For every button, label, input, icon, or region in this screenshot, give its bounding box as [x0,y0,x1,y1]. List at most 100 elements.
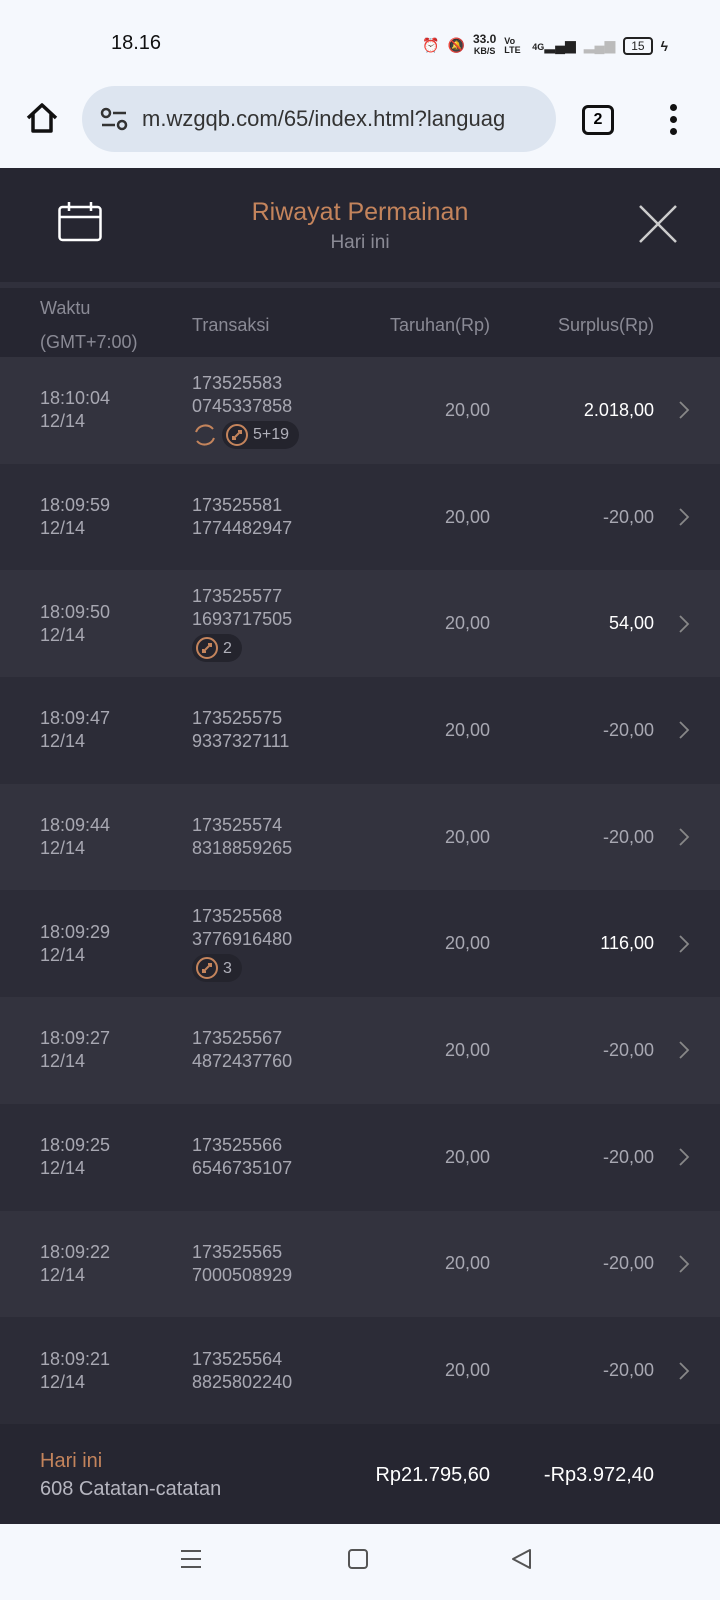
table-row[interactable]: 18:09:25 12/14 173525566 6546735107 20,00 -20… [0,1103,720,1211]
transaction-id-part2: 3776916480 [192,929,293,950]
row-bet: 20,00 [444,933,490,954]
date-filter-label[interactable]: Hari ini [330,232,390,253]
row-time: 18:09:59 [40,495,111,516]
table-row[interactable]: 18:09:47 12/14 173525575 9337327111 20,00 -20… [0,677,720,784]
site-settings-icon[interactable] [100,107,128,131]
row-date: 12/14 [40,518,86,539]
free-spin-badge: 5+19 [222,420,300,449]
badge-count: 2 [223,639,232,657]
transaction-id-part1: 173525565 [192,1241,283,1262]
table-row[interactable]: 18:09:59 12/14 173525581 1774482947 20,00 -20… [0,463,720,571]
row-time: 18:09:22 [40,1241,111,1262]
table-row[interactable]: 18:09:44 12/14 173525574 8318859265 20,00 -20… [0,783,720,891]
summary-footer: Hari ini 608 Catatan-catatan Rp21.795,60… [0,1430,720,1524]
tab-switcher-button[interactable]: 2 [582,105,614,135]
transaction-id-part2: 0745337858 [192,395,293,416]
home-nav-icon[interactable] [347,1548,369,1570]
back-icon[interactable] [510,1548,532,1570]
row-time: 18:09:47 [40,708,111,729]
chevron-right-icon[interactable] [678,828,690,846]
col-bet: Taruhan(Rp) [389,315,490,335]
more-menu-icon[interactable] [670,104,678,140]
calendar-icon[interactable] [58,202,102,242]
table-row[interactable]: 18:09:22 12/14 173525565 7000508929 20,00 -20… [0,1210,720,1318]
chevron-right-icon[interactable] [678,935,690,953]
row-time: 18:09:44 [40,815,111,836]
row-bet: 20,00 [444,1146,490,1167]
transaction-id-part2: 8825802240 [192,1371,293,1392]
col-surplus: Surplus(Rp) [557,315,654,335]
close-icon[interactable] [638,204,678,244]
row-date: 12/14 [40,624,86,645]
net-speed: 33.0 KB/S [472,32,497,57]
table-row[interactable]: 18:09:29 12/14 173525568 3776916480 3 20,00 11… [0,890,720,998]
record-count: 608 Catatan-catatan [40,1478,222,1500]
row-bet: 20,00 [444,399,490,420]
transaction-id-part1: 173525567 [192,1028,283,1049]
row-time: 18:09:25 [40,1135,111,1156]
row-time: 18:09:27 [40,1028,111,1049]
game-history-panel: Riwayat Permainan Hari ini Waktu (GMT+7:… [0,168,720,1524]
row-date: 12/14 [40,944,86,965]
transaction-id-part2: 7000508929 [192,1264,293,1285]
transaction-id-part2: 1693717505 [192,609,293,630]
signal-empty-icon: ▂▄▆ [583,37,616,53]
row-surplus: 2.018,00 [583,399,654,420]
total-surplus: -Rp3.972,40 [543,1464,654,1486]
transaction-id-part1: 173525564 [192,1348,283,1369]
feature-tags: 3 [192,954,292,983]
address-bar[interactable]: m.wzgqb.com/65/index.html?languag [82,86,556,152]
transaction-id-part1: 173525566 [192,1135,283,1156]
transaction-id-part1: 173525577 [192,586,283,607]
page-title: Riwayat Permainan [251,198,469,226]
home-icon[interactable] [24,100,60,136]
transaction-id-part1: 173525574 [192,815,283,836]
row-date: 12/14 [40,1371,86,1392]
row-bet: 20,00 [444,1253,490,1274]
history-list: 18:10:04 12/14 173525583 0745337858 5+19 20,0… [0,357,720,1424]
transaction-id-part2: 8318859265 [192,838,293,859]
table-row[interactable]: 18:10:04 12/14 173525583 0745337858 5+19 20,0… [0,357,720,464]
feature-tags: 5+19 [192,420,300,449]
row-date: 12/14 [40,1158,86,1179]
badge-count: 3 [223,959,232,977]
row-date: 12/14 [40,1264,86,1285]
url-text[interactable]: m.wzgqb.com/65/index.html?languag [142,106,506,131]
alarm-icon: ⏰ [422,37,440,53]
row-surplus: 116,00 [600,933,654,954]
table-row[interactable]: 18:09:27 12/14 173525567 4872437760 20,00 -20… [0,997,720,1104]
panel-header: Riwayat Permainan Hari ini [0,168,720,288]
free-spin-icon [226,423,248,446]
table-header: Waktu (GMT+7:00) Transaksi Taruhan(Rp) S… [0,288,720,357]
total-bet: Rp21.795,60 [375,1464,490,1486]
charging-icon: ϟ [660,37,668,54]
col-time: Waktu [40,298,91,318]
transaction-id-part2: 4872437760 [192,1051,293,1072]
chevron-right-icon[interactable] [678,1148,690,1166]
transaction-id-part1: 173525581 [192,495,283,516]
speed-value: 33.0 [472,32,497,46]
chevron-right-icon[interactable] [678,1361,690,1380]
row-bet: 20,00 [444,1039,490,1060]
table-row[interactable]: 18:09:21 12/14 173525564 8825802240 20,00 -20… [0,1317,720,1424]
recents-icon[interactable] [180,1548,202,1570]
network-type: 4G [532,42,545,52]
chevron-right-icon[interactable] [678,508,690,526]
chevron-right-icon[interactable] [678,1255,690,1273]
col-transaction: Transaksi [192,315,270,335]
row-surplus: -20,00 [602,826,654,847]
row-time: 18:09:21 [40,1348,111,1369]
feature-tags: 2 [192,634,292,663]
chevron-right-icon[interactable] [678,721,690,740]
chevron-right-icon[interactable] [678,1041,690,1060]
row-surplus: 54,00 [608,613,654,634]
row-date: 12/14 [40,1051,86,1072]
row-surplus: -20,00 [602,1039,654,1060]
table-row[interactable]: 18:09:50 12/14 173525577 1693717505 2 20,00 54… [0,570,720,678]
free-spin-icon [196,637,218,660]
chevron-right-icon[interactable] [678,615,690,633]
chevron-right-icon[interactable] [678,401,690,419]
status-icons: ⏰ 🔕 33.0 KB/S Vo LTE 4G▂▄▆ ▂▄▆ 15 ϟ [422,32,668,57]
transaction-id-part1: 173525583 [192,372,283,393]
badge-count: 5+19 [253,426,290,444]
